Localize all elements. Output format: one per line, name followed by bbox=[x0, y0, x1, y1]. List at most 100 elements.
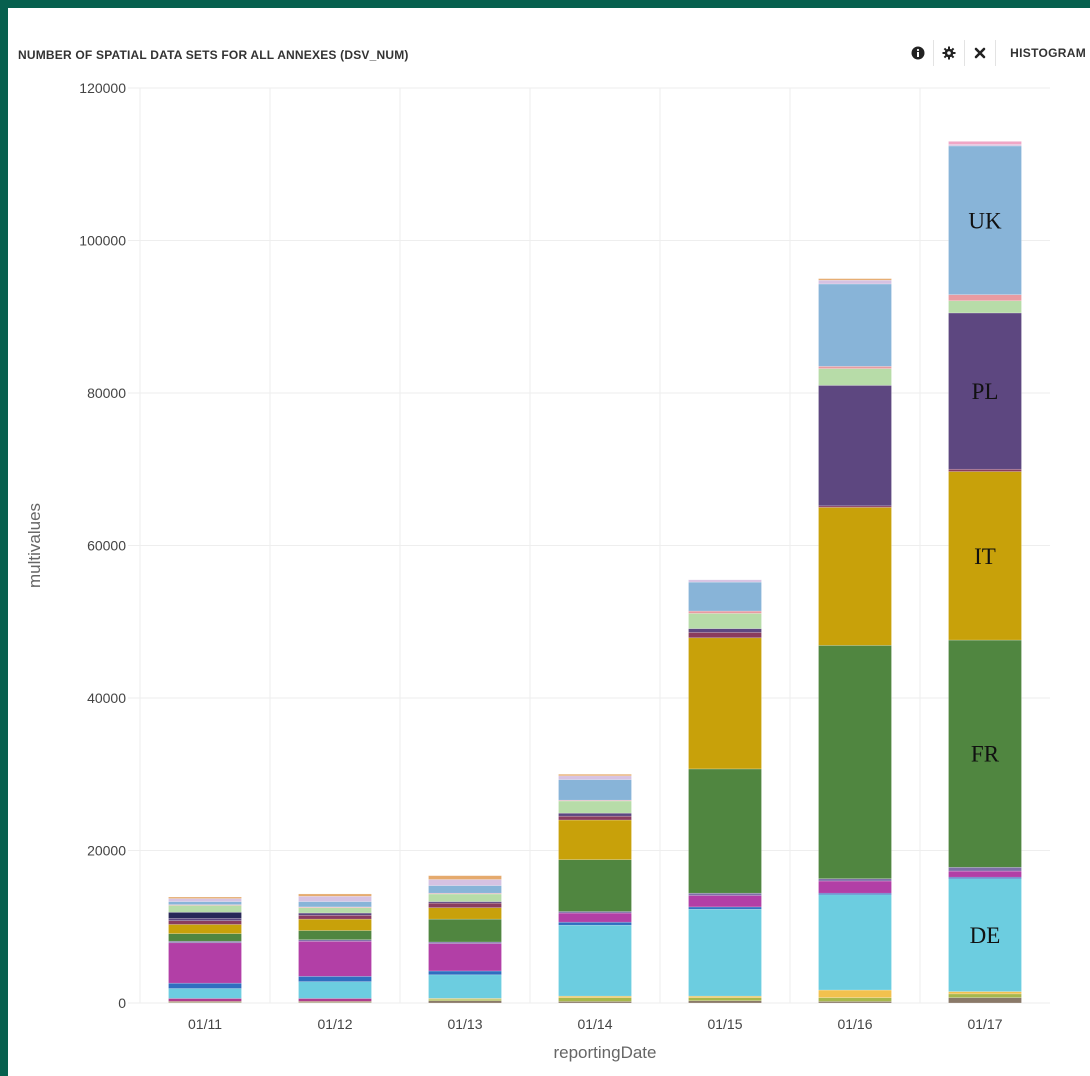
bar-segment[interactable] bbox=[168, 911, 242, 919]
bar-segment[interactable] bbox=[298, 907, 372, 914]
bar-segment[interactable] bbox=[168, 896, 242, 899]
bar-segment[interactable] bbox=[818, 880, 892, 894]
bar-segment[interactable] bbox=[818, 279, 892, 285]
bar-segment[interactable] bbox=[558, 779, 632, 801]
bar-segment[interactable] bbox=[948, 300, 1022, 314]
bar-segment[interactable] bbox=[168, 918, 242, 921]
bar-segment[interactable] bbox=[818, 283, 892, 367]
bar-segment[interactable] bbox=[688, 895, 762, 908]
bar-segment[interactable] bbox=[168, 988, 242, 999]
bar-segment[interactable] bbox=[688, 581, 762, 612]
bar-segment[interactable] bbox=[688, 637, 762, 770]
bar-segment[interactable] bbox=[558, 773, 632, 777]
bar-segment[interactable] bbox=[168, 942, 242, 984]
bar-segment[interactable] bbox=[688, 632, 762, 639]
bar-segment[interactable] bbox=[688, 908, 762, 997]
bar-segment[interactable] bbox=[948, 468, 1022, 472]
bar-segment[interactable] bbox=[688, 628, 762, 633]
x-tick-label: 01/11 bbox=[188, 1016, 222, 1032]
bar-segment[interactable] bbox=[688, 579, 762, 583]
bar-segment[interactable] bbox=[298, 912, 372, 916]
bar-segment[interactable] bbox=[818, 894, 892, 991]
y-tick-label: 40000 bbox=[87, 690, 126, 706]
bar-segment[interactable] bbox=[428, 902, 502, 908]
bar-segment[interactable] bbox=[818, 507, 892, 646]
bar-segment[interactable] bbox=[298, 915, 372, 920]
bar-segment[interactable] bbox=[948, 639, 1022, 868]
bar-segment[interactable] bbox=[298, 893, 372, 897]
bar-segment[interactable] bbox=[558, 812, 632, 817]
bar-segment[interactable] bbox=[168, 920, 242, 925]
bar-segment[interactable] bbox=[948, 878, 1022, 992]
bar-segment[interactable] bbox=[168, 901, 242, 905]
bar-segment[interactable] bbox=[818, 368, 892, 386]
gear-icon[interactable] bbox=[934, 40, 966, 66]
bar-segment[interactable] bbox=[428, 907, 502, 920]
bar-segment[interactable] bbox=[948, 312, 1022, 470]
bar-segment[interactable] bbox=[558, 924, 632, 997]
bar-segment[interactable] bbox=[558, 912, 632, 923]
bar-segment[interactable] bbox=[558, 819, 632, 860]
bar-segment[interactable] bbox=[298, 895, 372, 902]
histogram-view-button[interactable]: HISTOGRAM bbox=[1010, 46, 1086, 60]
x-tick-label: 01/14 bbox=[577, 1016, 612, 1032]
bar-segment[interactable] bbox=[948, 870, 1022, 878]
bar-segment[interactable] bbox=[948, 141, 1022, 145]
bar-segment[interactable] bbox=[558, 995, 632, 998]
y-tick-label: 100000 bbox=[79, 233, 126, 249]
bar-segment[interactable] bbox=[168, 982, 242, 989]
bar-segment[interactable] bbox=[688, 613, 762, 629]
bar-segment[interactable] bbox=[688, 768, 762, 894]
bar-segment[interactable] bbox=[688, 610, 762, 614]
bar-segment[interactable] bbox=[298, 930, 372, 941]
bar-segment[interactable] bbox=[558, 815, 632, 821]
bar-segment[interactable] bbox=[948, 991, 1022, 995]
bar-segment[interactable] bbox=[688, 997, 762, 1002]
bar-segment[interactable] bbox=[558, 859, 632, 912]
bar-segment[interactable] bbox=[818, 278, 892, 281]
bar-segment[interactable] bbox=[428, 1000, 502, 1004]
bar-segment[interactable] bbox=[818, 989, 892, 998]
bar-segment[interactable] bbox=[298, 998, 372, 1002]
bar-segment[interactable] bbox=[688, 906, 762, 910]
bar-segment[interactable] bbox=[168, 924, 242, 934]
bar-segment[interactable] bbox=[818, 997, 892, 1002]
bar-segment[interactable] bbox=[558, 921, 632, 926]
bar-segment[interactable] bbox=[948, 997, 1022, 1004]
bar-segment[interactable] bbox=[168, 933, 242, 942]
bar-segment[interactable] bbox=[428, 943, 502, 972]
bar-segment[interactable] bbox=[428, 879, 502, 886]
bar-segment[interactable] bbox=[428, 893, 502, 902]
bar-segment[interactable] bbox=[688, 892, 762, 896]
bar-segment[interactable] bbox=[558, 800, 632, 814]
bar-segment[interactable] bbox=[168, 998, 242, 1002]
bar-segment[interactable] bbox=[948, 993, 1022, 998]
bar-segment[interactable] bbox=[948, 471, 1022, 641]
bar-segment[interactable] bbox=[298, 940, 372, 977]
bar-segment[interactable] bbox=[428, 918, 502, 943]
bar-segment[interactable] bbox=[948, 145, 1022, 295]
close-icon[interactable] bbox=[965, 40, 997, 66]
bar-segment[interactable] bbox=[428, 885, 502, 894]
bar-segment[interactable] bbox=[298, 976, 372, 982]
bar-segment[interactable] bbox=[818, 645, 892, 880]
bar-segment[interactable] bbox=[558, 775, 632, 780]
bar-segment[interactable] bbox=[818, 385, 892, 507]
bar-segment[interactable] bbox=[428, 970, 502, 976]
bar-segment[interactable] bbox=[298, 981, 372, 999]
info-icon[interactable] bbox=[903, 40, 935, 66]
bar-segment[interactable] bbox=[428, 974, 502, 999]
bar-segment[interactable] bbox=[948, 866, 1022, 872]
bar-segment[interactable] bbox=[168, 905, 242, 913]
bar-segment[interactable] bbox=[558, 997, 632, 1002]
bar-segment[interactable] bbox=[298, 918, 372, 931]
bar-segment[interactable] bbox=[948, 294, 1022, 302]
country-label: DE bbox=[970, 923, 1001, 948]
bar-segment[interactable] bbox=[428, 875, 502, 880]
bar-segment[interactable] bbox=[298, 901, 372, 908]
chart-toolbar: HISTOGRAM bbox=[903, 40, 1090, 66]
bar-segment[interactable] bbox=[168, 898, 242, 902]
bar-segment[interactable] bbox=[688, 1000, 762, 1004]
bar-segment[interactable] bbox=[818, 878, 892, 882]
bar-segment[interactable] bbox=[818, 366, 892, 369]
